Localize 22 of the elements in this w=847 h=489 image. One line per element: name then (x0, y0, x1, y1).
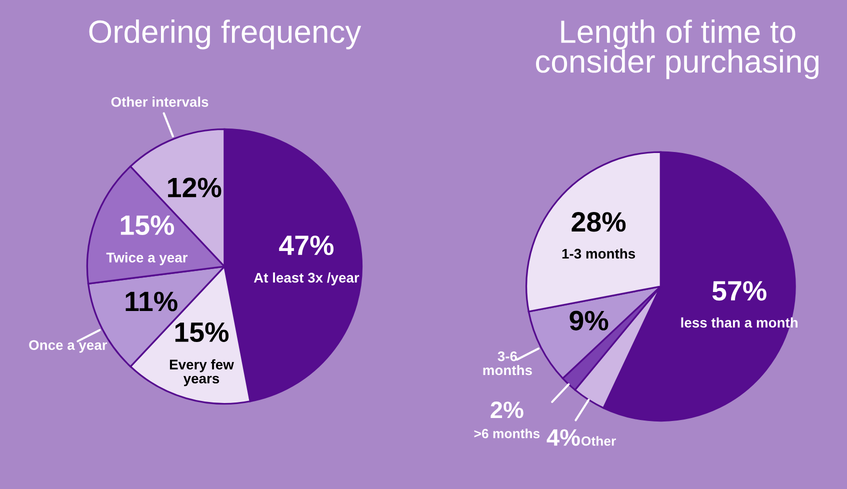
chart-title: Length of time to consider purchasing (536, 20, 818, 80)
slice-label: Every few years (170, 359, 234, 386)
slice-label: Other intervals (111, 96, 208, 107)
slice-label: At least 3x /year (254, 272, 360, 286)
chart-title: Ordering frequency (89, 20, 362, 50)
slice-label: Once a year (29, 340, 108, 353)
data-label: 57% (712, 281, 766, 301)
data-label: 4% (546, 429, 580, 446)
slice-label: 3-6 months (483, 351, 532, 376)
data-label: 12% (168, 178, 222, 198)
data-label: 9% (570, 310, 608, 330)
slice-label: Twice a year (106, 252, 188, 266)
slice-label: Other (581, 436, 616, 446)
slice-label: less than a month (681, 317, 798, 328)
data-label: 11% (126, 292, 178, 312)
data-label: 15% (120, 215, 174, 236)
slice-label: 1-3 months (562, 248, 636, 259)
data-label: 47% (279, 236, 334, 256)
data-label: 2% (490, 402, 524, 418)
data-label: 15% (175, 322, 229, 342)
data-label: 28% (572, 212, 626, 232)
slice-label: >6 months (474, 428, 540, 438)
